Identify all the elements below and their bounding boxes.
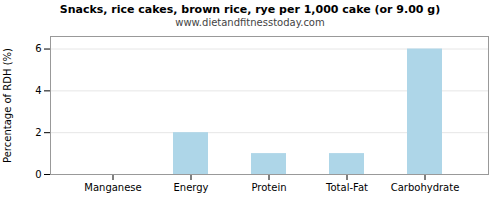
svg-text:Percentage of RDH (%): Percentage of RDH (%) [2, 48, 13, 163]
html-text:www.dietandfitnesstoday.com: www.dietandfitnesstoday.com [175, 17, 325, 28]
svg-text:Total-Fat: Total-Fat [325, 182, 368, 193]
svg-text:4: 4 [35, 85, 41, 96]
svg-text:Manganese: Manganese [84, 182, 141, 193]
svg-text:Carbohydrate: Carbohydrate [391, 182, 460, 193]
svg-text:Protein: Protein [251, 182, 286, 193]
html-text:Snacks, rice cakes, brown rice: Snacks, rice cakes, brown rice, rye per … [59, 3, 441, 16]
svg-text:Energy: Energy [173, 182, 208, 193]
svg-text:6: 6 [35, 43, 41, 54]
svg-text:2: 2 [35, 127, 41, 138]
svg-text:0: 0 [35, 169, 41, 180]
